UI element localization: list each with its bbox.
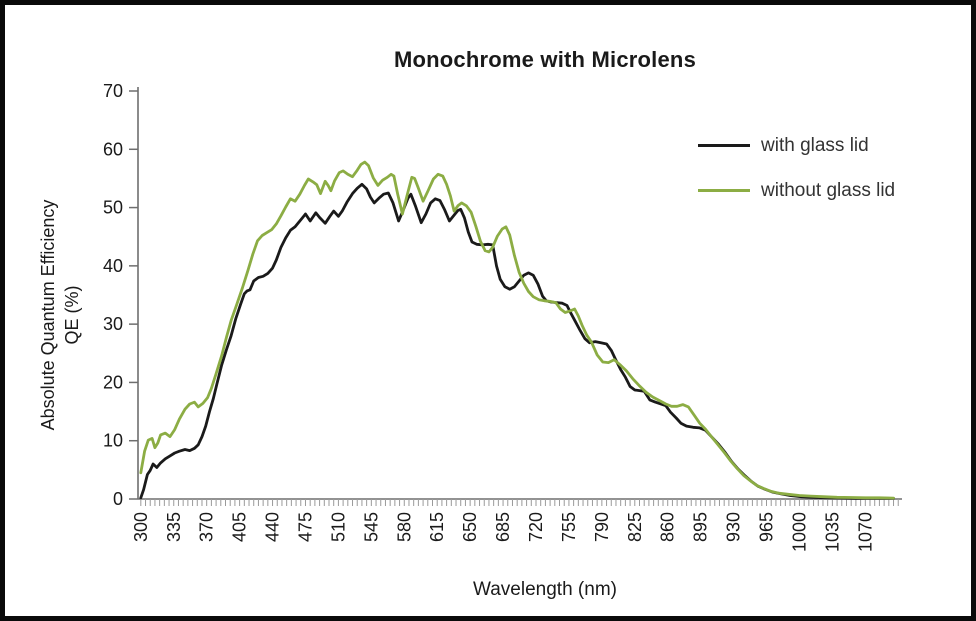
series-without-glass-lid — [139, 160, 895, 500]
x-tick-label: 545 — [361, 512, 381, 542]
x-tick-label: 405 — [230, 512, 250, 542]
y-tick-label: 40 — [103, 256, 123, 276]
chart-canvas: 0 10 20 30 40 50 60 70 300 335 370 405 440 475 510 545 5… — [103, 81, 902, 552]
x-tick-label: 440 — [263, 512, 283, 542]
x-tick-label: 895 — [691, 512, 711, 542]
y-tick-label: 60 — [103, 139, 123, 159]
x-tick-label: 720 — [526, 512, 546, 542]
y-tick-label: 10 — [103, 431, 123, 451]
x-tick-label: 615 — [427, 512, 447, 542]
legend: with glass lid without glass lid — [698, 123, 938, 213]
y-tick-label: 30 — [103, 314, 123, 334]
legend-line-with-glass-lid-icon — [698, 144, 750, 147]
y-tick-label: 20 — [103, 372, 123, 392]
y-tick-label: 0 — [113, 489, 123, 509]
x-tick-label: 300 — [131, 512, 151, 542]
x-tick-label: 860 — [658, 512, 678, 542]
x-tick-label: 650 — [460, 512, 480, 542]
x-axis-title: Wavelength (nm) — [473, 579, 617, 600]
x-tick-label: 790 — [592, 512, 612, 542]
x-tick-label: 335 — [164, 512, 184, 542]
x-tick-label: 1035 — [822, 512, 842, 552]
chart-figure: Monochrome with Microlens 0 10 20 30 40 50 60 7… — [5, 5, 971, 616]
x-tick-label: 1000 — [789, 512, 809, 552]
x-tick-label: 475 — [295, 512, 315, 542]
y-axis-title: Absolute Quantum Efficiency QE (%) — [36, 150, 92, 480]
legend-label-without-glass-lid: without glass lid — [761, 179, 896, 201]
legend-item-with-glass-lid: with glass lid — [698, 123, 938, 168]
legend-item-without-glass-lid: without glass lid — [698, 168, 938, 213]
y-tick-label: 70 — [103, 81, 123, 101]
x-tick-label: 580 — [394, 512, 414, 542]
chart-title: Monochrome with Microlens — [393, 47, 697, 72]
x-tick-label: 370 — [197, 512, 217, 542]
x-tick-label: 930 — [724, 512, 744, 542]
y-tick-label: 50 — [103, 198, 123, 218]
x-tick-label: 510 — [328, 512, 348, 542]
x-tick-label: 755 — [559, 512, 579, 542]
y-axis-title-line1: Absolute Quantum Efficiency — [38, 199, 58, 431]
x-tick-label: 685 — [493, 512, 513, 542]
x-tick-label: 825 — [625, 512, 645, 542]
legend-label-with-glass-lid: with glass lid — [761, 134, 869, 156]
series-with-glass-lid — [139, 182, 895, 500]
legend-line-without-glass-lid-icon — [698, 189, 750, 192]
x-tick-label: 965 — [757, 512, 777, 542]
y-axis-title-line2: QE (%) — [62, 285, 83, 345]
x-tick-label: 1070 — [855, 512, 875, 552]
